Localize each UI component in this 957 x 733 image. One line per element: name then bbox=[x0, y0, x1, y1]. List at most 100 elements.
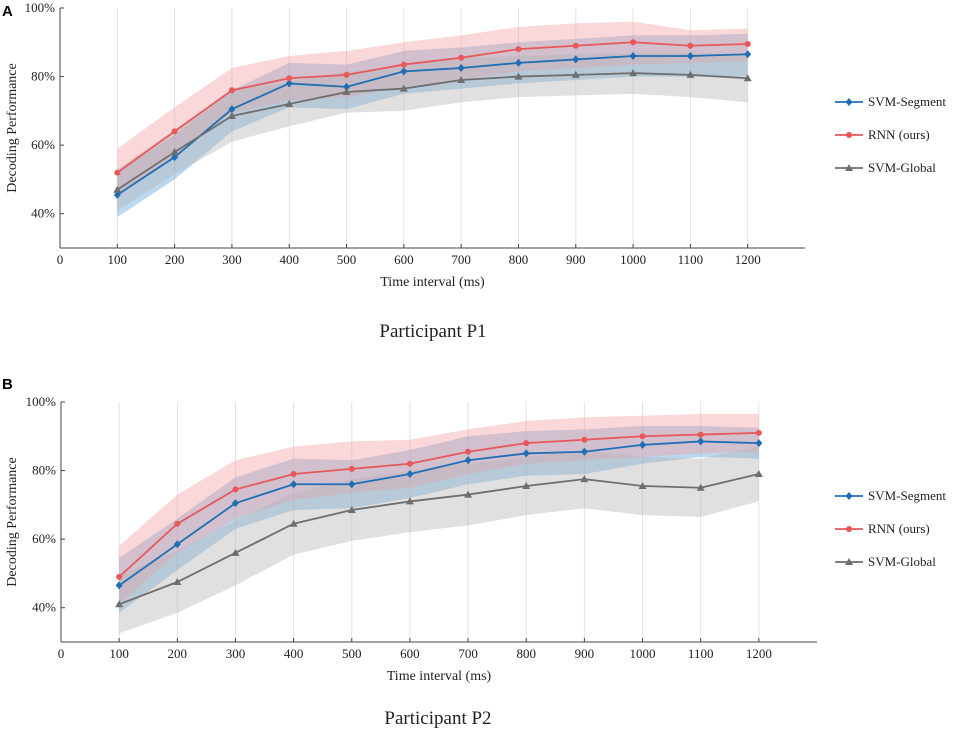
x-tick-label-b: 1100 bbox=[688, 646, 714, 661]
x-tick-label-a: 1200 bbox=[735, 252, 761, 267]
x-tick-label-a: 600 bbox=[394, 252, 414, 267]
point-rnn-ours-b bbox=[523, 440, 530, 447]
legend-label-rnn-ours-a: RNN (ours) bbox=[868, 127, 930, 142]
point-svm-segment-b bbox=[580, 447, 588, 456]
y-axis-label-b: Decoding Performance bbox=[5, 457, 20, 586]
band-rnn-ours-a bbox=[117, 21, 748, 197]
band-svm-global-a bbox=[117, 52, 748, 211]
x-axis-label-a: Time interval (ms) bbox=[380, 275, 485, 290]
point-rnn-ours-a bbox=[744, 41, 751, 47]
point-svm-global-b bbox=[638, 482, 647, 489]
point-rnn-ours-a bbox=[687, 42, 694, 49]
line-svm-segment-b bbox=[118, 440, 759, 587]
x-tick-label-b: 300 bbox=[226, 646, 246, 661]
y-tick-label-b: 100% bbox=[26, 394, 57, 409]
point-svm-global-b bbox=[173, 578, 182, 585]
legend-label-svm-segment-a: SVM-Segment bbox=[868, 94, 946, 109]
point-svm-segment-b bbox=[464, 456, 472, 465]
point-rnn-ours-a bbox=[228, 87, 235, 94]
x-tick-label-a: 200 bbox=[165, 252, 185, 267]
legend-panel-a: SVM-Segment RNN (ours) SVM-Global bbox=[835, 94, 946, 175]
point-svm-segment-a bbox=[343, 82, 351, 91]
point-svm-segment-b bbox=[115, 581, 123, 590]
y-tick-label-b: 40% bbox=[32, 600, 56, 615]
x-tick-label-b: 500 bbox=[342, 646, 362, 661]
point-svm-global-a bbox=[743, 74, 752, 82]
legend-panel-b: SVM-Segment RNN (ours) SVM-Global bbox=[835, 488, 946, 569]
point-rnn-ours-b bbox=[174, 520, 181, 527]
legend-label-svm-segment-b: SVM-Segment bbox=[868, 488, 946, 503]
point-svm-global-a bbox=[113, 185, 122, 193]
point-rnn-ours-a bbox=[286, 75, 293, 82]
point-svm-segment-b bbox=[697, 437, 705, 446]
panel-a-label: A bbox=[2, 3, 13, 20]
point-rnn-ours-b bbox=[697, 431, 704, 438]
point-svm-segment-a bbox=[457, 64, 465, 72]
line-svm-global-a bbox=[116, 72, 748, 191]
point-svm-global-b bbox=[696, 483, 705, 491]
line-svm-segment-a bbox=[116, 53, 748, 196]
band-svm-segment-b bbox=[119, 426, 759, 613]
x-tick-label-a: 0 bbox=[57, 252, 64, 267]
point-rnn-ours-a bbox=[572, 42, 579, 49]
legend-label-rnn-ours-b: RNN (ours) bbox=[868, 521, 930, 536]
legend-label-svm-global-b: SVM-Global bbox=[868, 554, 936, 569]
x-tick-label-a: 800 bbox=[509, 252, 529, 267]
plot-panel-a: 0 100 200 300 400 500 600 700 800 900 1000 1100 1200… bbox=[5, 0, 805, 290]
point-rnn-ours-b bbox=[232, 486, 239, 493]
x-tick-label-b: 1200 bbox=[746, 646, 772, 661]
point-rnn-ours-a bbox=[114, 169, 121, 176]
point-svm-global-b bbox=[289, 519, 298, 527]
point-svm-global-b bbox=[754, 470, 763, 477]
x-tick-label-b: 400 bbox=[284, 646, 304, 661]
point-rnn-ours-a bbox=[458, 54, 465, 61]
point-svm-global-b bbox=[405, 497, 414, 505]
band-svm-global-b bbox=[119, 446, 759, 634]
legend-marker-svm-global-b bbox=[845, 558, 853, 565]
point-svm-global-a bbox=[686, 70, 695, 78]
point-svm-segment-b bbox=[755, 439, 763, 448]
y-tick-label-a: 80% bbox=[31, 69, 55, 84]
legend-marker-svm-segment-b bbox=[845, 492, 853, 500]
legend-label-svm-global-a: SVM-Global bbox=[868, 160, 936, 175]
y-tick-label-a: 100% bbox=[25, 0, 56, 15]
point-rnn-ours-a bbox=[400, 61, 407, 68]
point-svm-segment-a bbox=[572, 55, 580, 64]
y-tick-label-a: 40% bbox=[31, 206, 55, 221]
point-rnn-ours-b bbox=[465, 448, 472, 455]
point-svm-segment-b bbox=[522, 449, 530, 458]
point-svm-global-a bbox=[457, 76, 466, 83]
line-rnn-ours-b bbox=[118, 431, 759, 578]
point-svm-global-b bbox=[115, 600, 124, 608]
point-svm-segment-a bbox=[744, 50, 752, 59]
point-svm-global-a bbox=[571, 70, 580, 78]
point-svm-global-a bbox=[514, 72, 523, 80]
point-rnn-ours-a bbox=[515, 46, 522, 53]
point-svm-segment-a bbox=[400, 67, 408, 76]
point-svm-segment-a bbox=[629, 52, 637, 60]
band-rnn-ours-b bbox=[119, 414, 759, 605]
x-tick-label-a: 900 bbox=[566, 252, 586, 267]
point-svm-global-a bbox=[170, 148, 179, 155]
point-svm-global-a bbox=[285, 100, 294, 107]
x-tick-label-a: 1100 bbox=[678, 252, 704, 267]
x-tick-label-b: 200 bbox=[168, 646, 188, 661]
x-tick-label-a: 400 bbox=[279, 252, 299, 267]
x-tick-label-b: 0 bbox=[58, 646, 65, 661]
point-rnn-ours-b bbox=[348, 465, 355, 472]
caption-panel-a: Participant P1 bbox=[379, 321, 486, 342]
point-svm-global-a bbox=[629, 69, 638, 77]
point-svm-segment-b bbox=[173, 540, 181, 549]
legend-marker-svm-segment-a bbox=[845, 98, 853, 106]
y-tick-label-b: 60% bbox=[32, 531, 56, 546]
y-tick-label-a: 60% bbox=[31, 137, 55, 152]
x-tick-label-b: 800 bbox=[516, 646, 536, 661]
point-svm-segment-b bbox=[231, 499, 239, 508]
x-tick-label-b: 600 bbox=[400, 646, 420, 661]
point-svm-global-b bbox=[347, 506, 356, 513]
legend-marker-svm-global-a bbox=[845, 164, 853, 171]
point-svm-segment-a bbox=[171, 153, 179, 162]
point-rnn-ours-b bbox=[406, 460, 413, 467]
point-svm-segment-a bbox=[228, 105, 236, 114]
